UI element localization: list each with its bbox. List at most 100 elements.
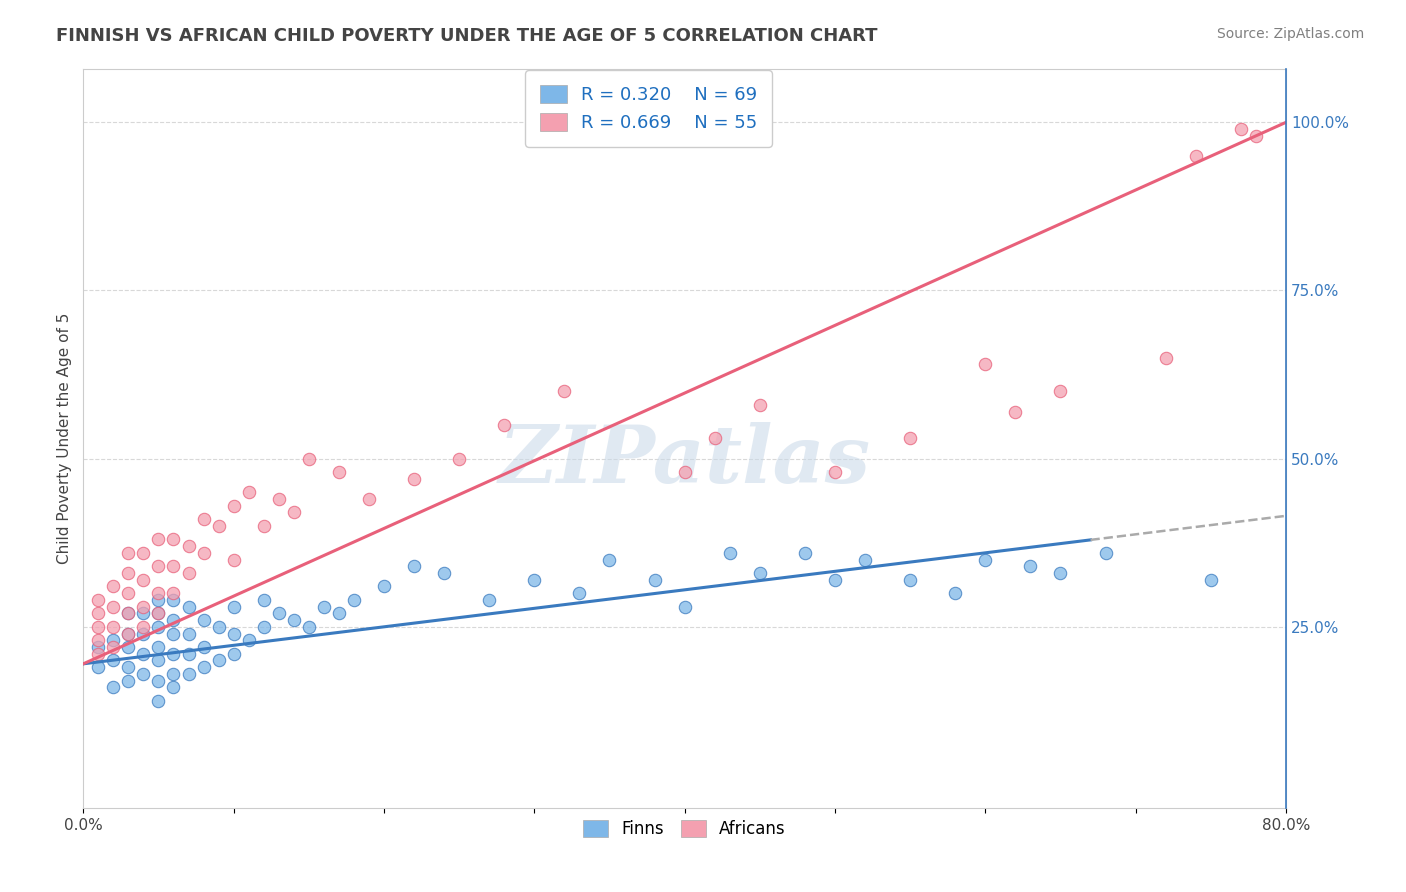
Point <box>132 546 155 560</box>
Point <box>132 573 155 587</box>
Point <box>177 539 200 553</box>
Point <box>222 647 245 661</box>
Point <box>238 485 260 500</box>
Point <box>117 626 139 640</box>
Point <box>148 533 170 547</box>
Point <box>162 647 184 661</box>
Point <box>974 552 997 566</box>
Point <box>222 552 245 566</box>
Point <box>974 358 997 372</box>
Point <box>103 640 125 654</box>
Point <box>478 593 501 607</box>
Point <box>357 491 380 506</box>
Point <box>193 512 215 526</box>
Point <box>1199 573 1222 587</box>
Text: FINNISH VS AFRICAN CHILD POVERTY UNDER THE AGE OF 5 CORRELATION CHART: FINNISH VS AFRICAN CHILD POVERTY UNDER T… <box>56 27 877 45</box>
Point <box>207 519 229 533</box>
Text: Source: ZipAtlas.com: Source: ZipAtlas.com <box>1216 27 1364 41</box>
Point <box>283 613 305 627</box>
Point <box>328 465 350 479</box>
Point <box>253 519 276 533</box>
Point <box>177 626 200 640</box>
Point <box>103 633 125 648</box>
Point <box>103 620 125 634</box>
Point <box>673 465 696 479</box>
Point <box>312 599 335 614</box>
Point <box>148 593 170 607</box>
Point <box>222 599 245 614</box>
Point <box>1049 566 1071 580</box>
Point <box>117 566 139 580</box>
Point <box>193 613 215 627</box>
Point <box>568 586 591 600</box>
Point <box>162 667 184 681</box>
Point <box>449 451 471 466</box>
Point <box>87 620 110 634</box>
Text: ZIPatlas: ZIPatlas <box>499 422 870 500</box>
Point <box>644 573 666 587</box>
Y-axis label: Child Poverty Under the Age of 5: Child Poverty Under the Age of 5 <box>58 313 72 564</box>
Point <box>148 620 170 634</box>
Point <box>207 653 229 667</box>
Point <box>117 546 139 560</box>
Point <box>253 620 276 634</box>
Point <box>718 546 741 560</box>
Point <box>148 607 170 621</box>
Point <box>793 546 815 560</box>
Point <box>1154 351 1177 365</box>
Point <box>132 607 155 621</box>
Point <box>343 593 366 607</box>
Point <box>117 660 139 674</box>
Point <box>87 633 110 648</box>
Point <box>148 586 170 600</box>
Point <box>193 546 215 560</box>
Point <box>193 640 215 654</box>
Point <box>1049 384 1071 399</box>
Point <box>207 620 229 634</box>
Point <box>238 633 260 648</box>
Point <box>162 586 184 600</box>
Point <box>177 647 200 661</box>
Point <box>523 573 546 587</box>
Point <box>1019 559 1042 574</box>
Point <box>177 599 200 614</box>
Point <box>703 432 725 446</box>
Point <box>103 599 125 614</box>
Point <box>148 607 170 621</box>
Point <box>298 451 321 466</box>
Point <box>103 579 125 593</box>
Point <box>943 586 966 600</box>
Point <box>748 566 770 580</box>
Point <box>373 579 395 593</box>
Point <box>1244 128 1267 143</box>
Point <box>402 559 425 574</box>
Point <box>1094 546 1116 560</box>
Point <box>267 491 290 506</box>
Point <box>162 593 184 607</box>
Point <box>328 607 350 621</box>
Point <box>177 566 200 580</box>
Point <box>132 599 155 614</box>
Point <box>283 506 305 520</box>
Point <box>898 573 921 587</box>
Point <box>117 673 139 688</box>
Point <box>193 660 215 674</box>
Point <box>87 647 110 661</box>
Point <box>1184 149 1206 163</box>
Point <box>222 626 245 640</box>
Point <box>87 660 110 674</box>
Point <box>553 384 575 399</box>
Point <box>598 552 620 566</box>
Point <box>117 586 139 600</box>
Point <box>132 626 155 640</box>
Point <box>148 673 170 688</box>
Point <box>103 653 125 667</box>
Point <box>222 499 245 513</box>
Point <box>162 559 184 574</box>
Point <box>148 694 170 708</box>
Point <box>148 640 170 654</box>
Point <box>433 566 456 580</box>
Point <box>103 681 125 695</box>
Point <box>148 559 170 574</box>
Point <box>402 472 425 486</box>
